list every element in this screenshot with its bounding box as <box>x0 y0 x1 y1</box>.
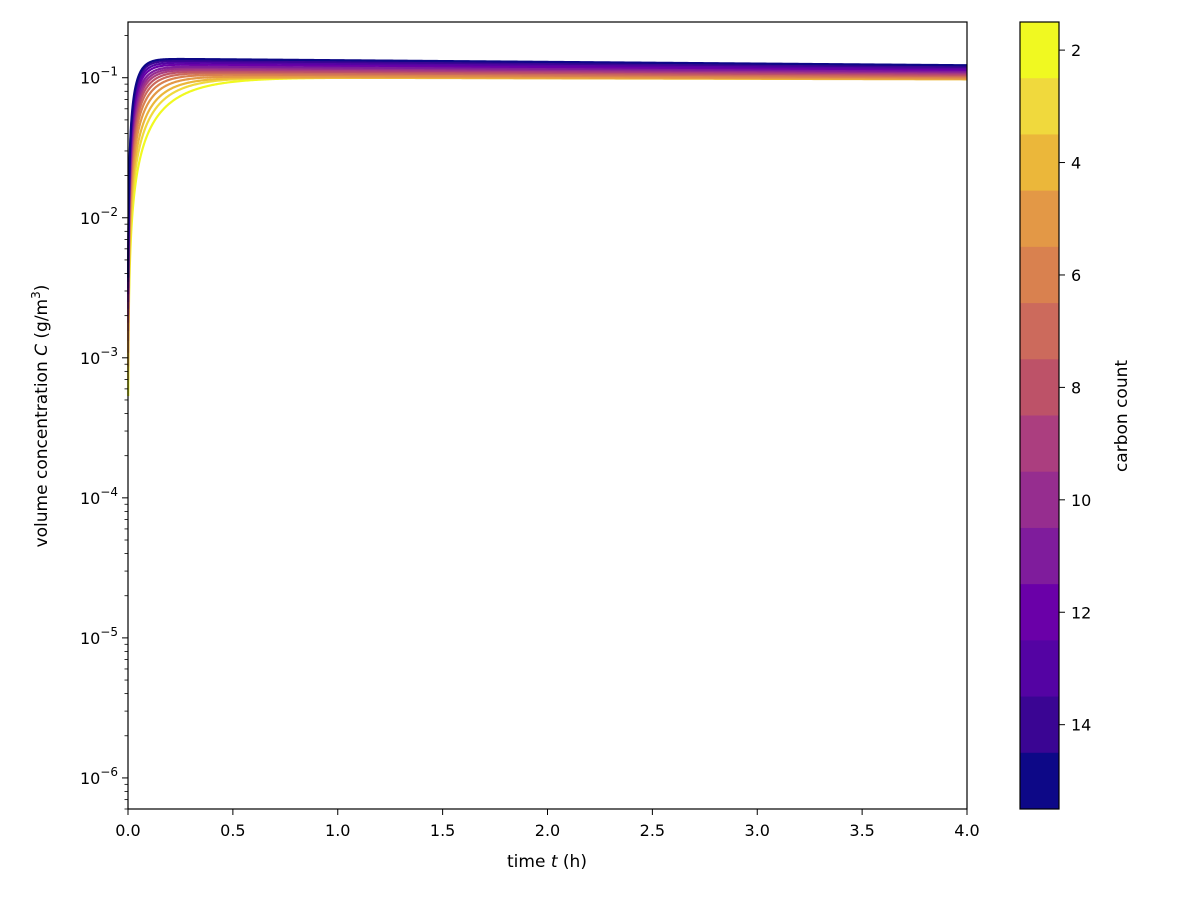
series-line-c9 <box>127 68 968 316</box>
colorbar-bin-8 <box>1020 359 1059 416</box>
colorbar-bin-13 <box>1020 640 1059 698</box>
series-line-c11 <box>127 65 968 302</box>
series-line-c12 <box>127 63 968 295</box>
colorbar-bin-9 <box>1020 415 1059 473</box>
x-tick-label: 1.0 <box>325 821 350 840</box>
colorbar-bin-7 <box>1020 303 1059 360</box>
y-axis: 10−6 10−5 10−4 10−3 10−2 10−1 <box>80 35 128 810</box>
series-line-c5 <box>127 75 968 353</box>
y-tick-label: 10−4 <box>80 485 118 508</box>
series-line-c14 <box>127 59 968 282</box>
colorbar-bin-6 <box>1020 246 1059 304</box>
plot-frame <box>127 21 968 810</box>
colorbar-bin-11 <box>1020 527 1059 585</box>
series-lines <box>127 57 968 396</box>
colorbar-bin-3 <box>1020 78 1059 135</box>
colorbar-tick-label: 6 <box>1071 266 1081 285</box>
y-tick-label: 10−6 <box>80 765 118 788</box>
y-axis-label: volume concentration C (g/m3) <box>29 285 52 548</box>
x-tick-label: 1.5 <box>430 821 455 840</box>
series-line-c15 <box>127 57 968 278</box>
series-line-c10 <box>127 67 968 309</box>
colorbar-bin-5 <box>1020 190 1059 248</box>
colorbar-tick-label: 2 <box>1071 41 1081 60</box>
x-axis-label: time t (h) <box>507 852 587 872</box>
colorbar-bin-10 <box>1020 471 1059 529</box>
series-line-c13 <box>127 61 968 289</box>
colorbar-frame <box>1019 21 1060 810</box>
colorbar-label: carbon count <box>1112 360 1132 472</box>
series-line-c7 <box>127 71 968 331</box>
colorbar-tick-label: 12 <box>1071 603 1091 622</box>
colorbar-tick-label: 14 <box>1071 716 1091 735</box>
colorbar-tick-label: 4 <box>1071 154 1081 173</box>
x-tick-label: 0.0 <box>115 821 140 840</box>
y-tick-label: 10−2 <box>80 205 118 228</box>
colorbar: 2 4 6 8 10 12 14 <box>1020 22 1091 810</box>
colorbar-bin-2 <box>1020 22 1059 79</box>
x-axis: 0.0 0.5 1.0 1.5 2.0 2.5 3.0 3.5 4.0 <box>115 809 980 840</box>
x-tick-label: 3.5 <box>849 821 874 840</box>
series-line-c8 <box>127 70 968 323</box>
y-tick-label: 10−3 <box>80 345 118 368</box>
colorbar-bin-4 <box>1020 134 1059 192</box>
colorbar-bin-15 <box>1020 752 1059 810</box>
x-tick-label: 2.0 <box>535 821 560 840</box>
y-tick-label: 10−5 <box>80 625 118 648</box>
colorbar-bin-14 <box>1020 696 1059 754</box>
y-tick-label: 10−1 <box>80 65 118 88</box>
x-tick-label: 3.0 <box>745 821 770 840</box>
colorbar-tick-label: 8 <box>1071 378 1081 397</box>
x-tick-label: 0.5 <box>220 821 245 840</box>
series-line-c6 <box>127 73 968 341</box>
x-tick-label: 2.5 <box>640 821 665 840</box>
colorbar-bin-12 <box>1020 584 1059 641</box>
x-tick-label: 4.0 <box>954 821 979 840</box>
colorbar-tick-label: 10 <box>1071 491 1091 510</box>
